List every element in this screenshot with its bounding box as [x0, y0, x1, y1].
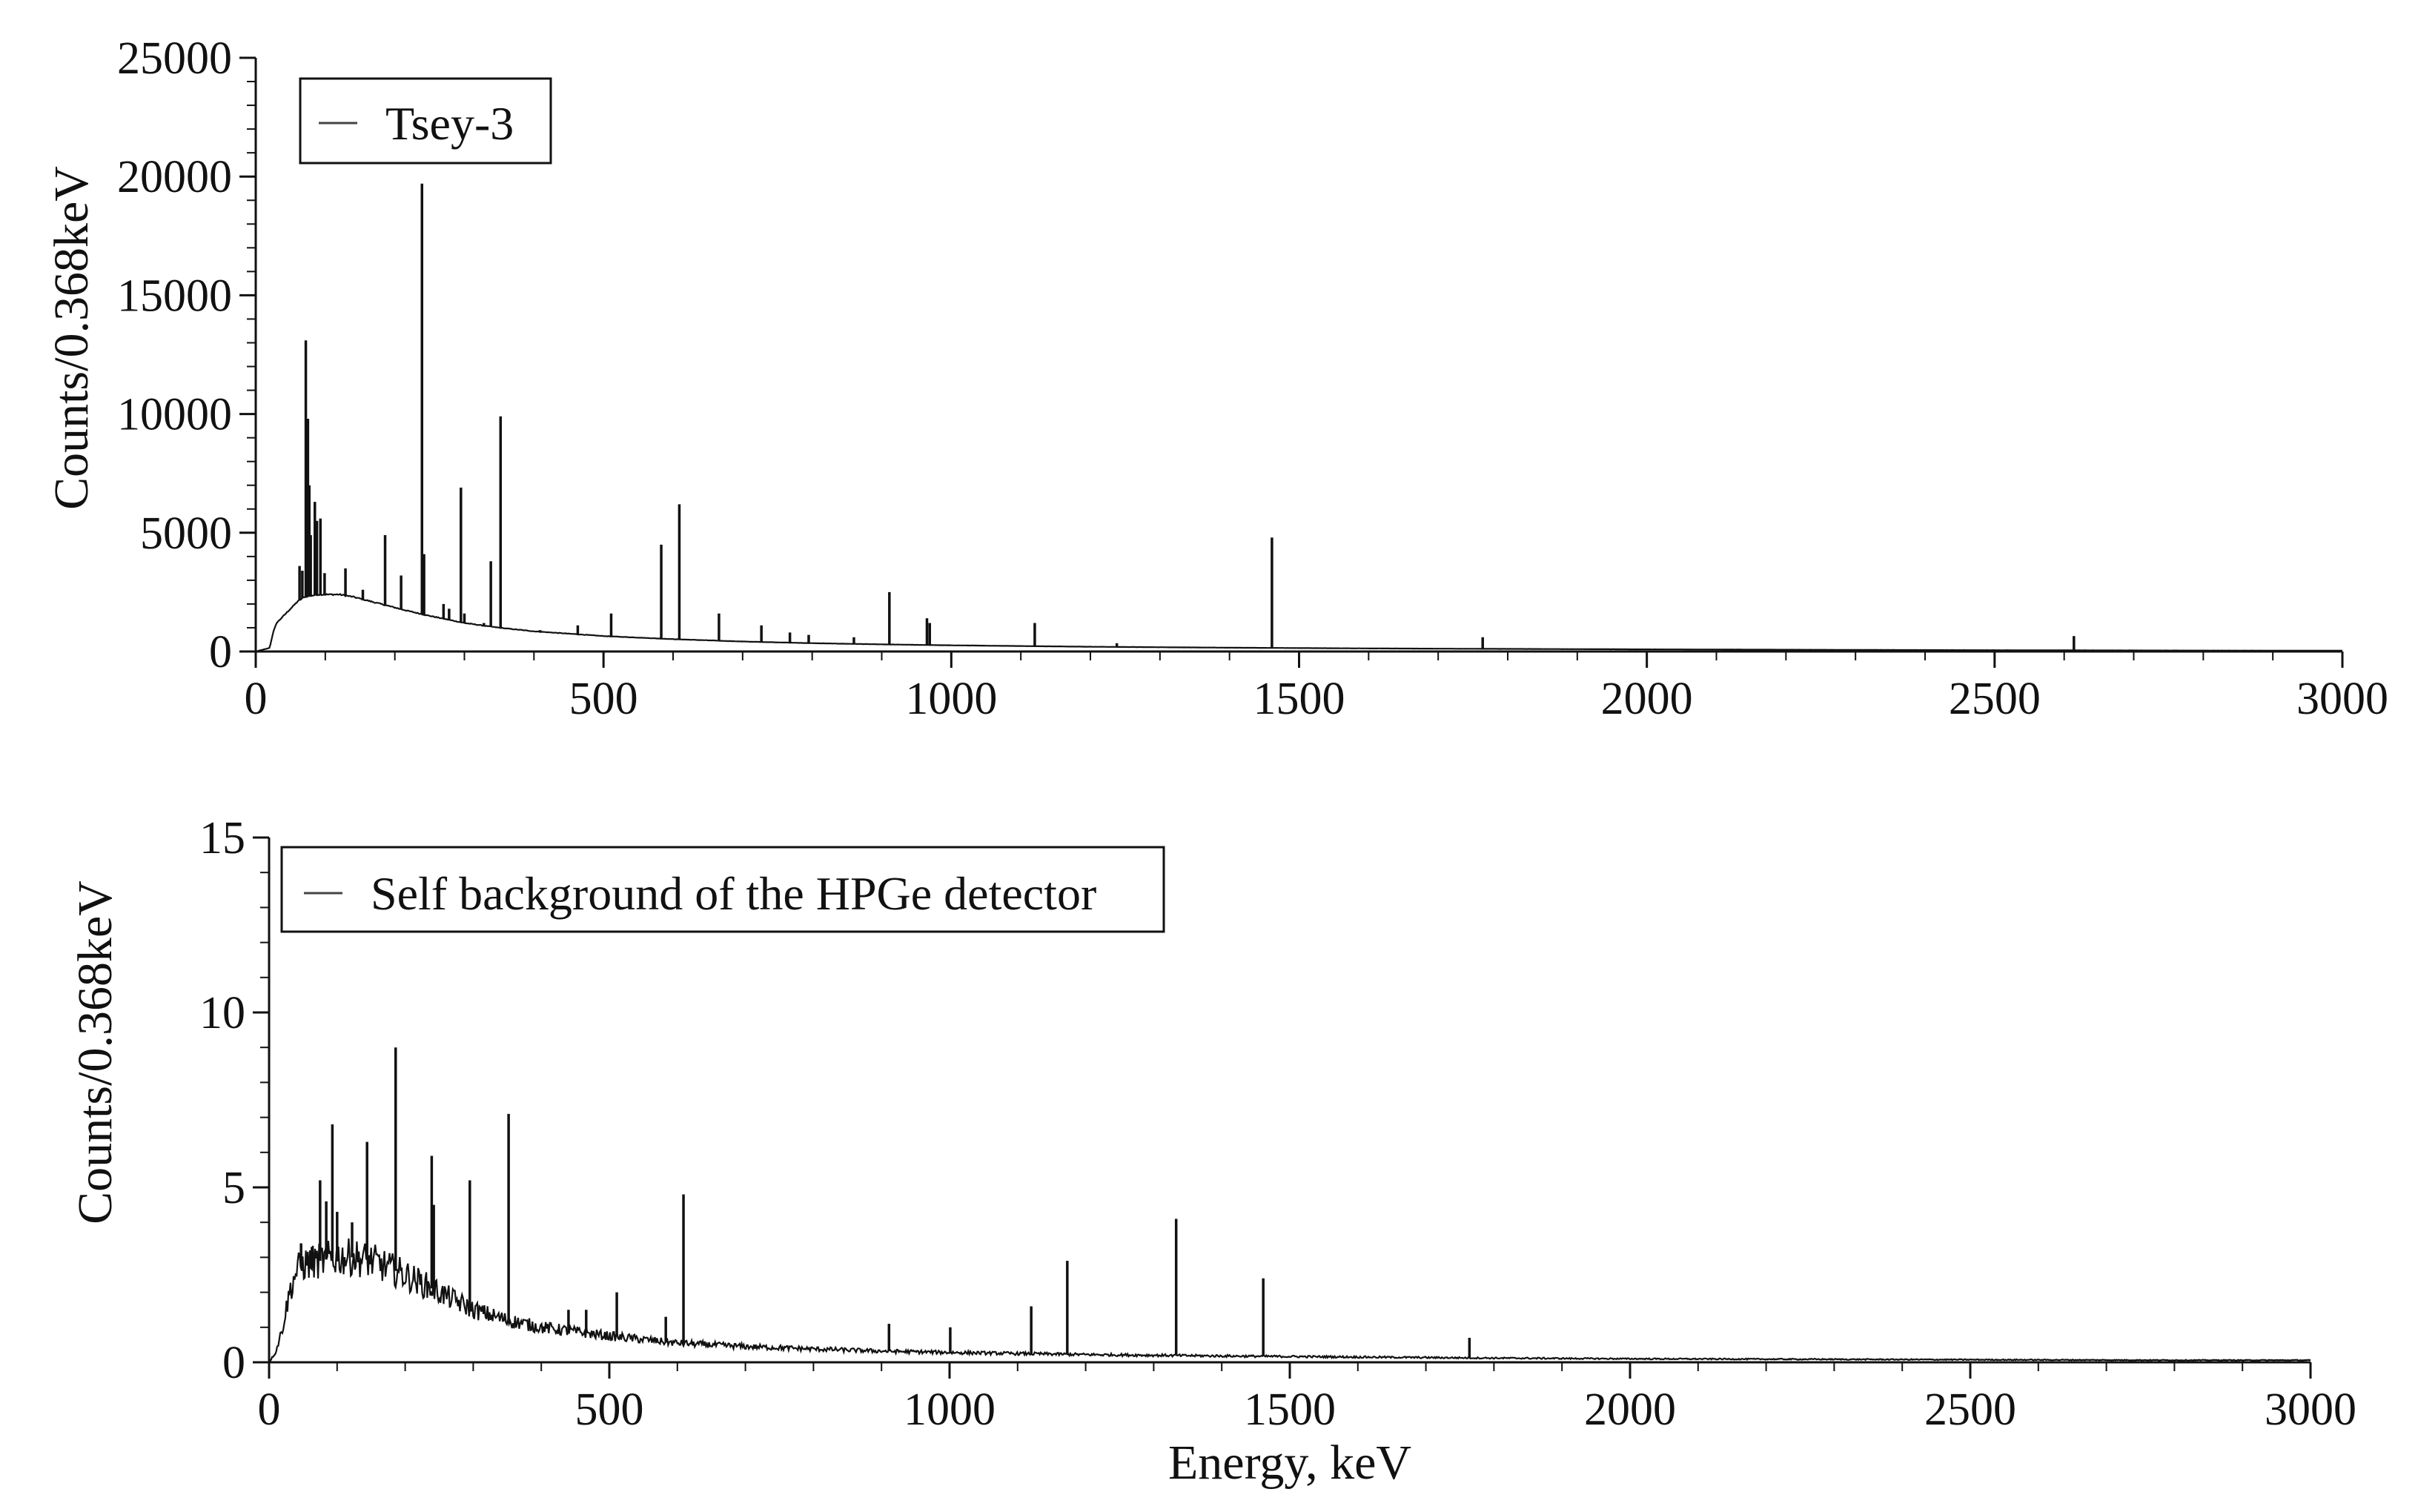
top-y-tick-label: 5000: [140, 508, 232, 559]
top-chart-panel: Counts/0.368keV 0 500 1000 1500 2000 2500 3000…: [44, 33, 2388, 724]
bottom-series-line: [268, 1238, 2311, 1363]
top-x-tick-label: 2000: [1601, 674, 1693, 724]
bottom-x-tick-label: 2500: [1924, 1385, 2016, 1435]
top-x-tick-label: 0: [245, 674, 268, 724]
bottom-x-tick-label: 1000: [904, 1385, 996, 1435]
bottom-y-tick-label: 10: [199, 988, 245, 1038]
bottom-x-tick-label: 0: [258, 1385, 281, 1435]
bottom-axes: [253, 836, 2312, 1379]
bottom-x-tick-label: 1500: [1244, 1385, 1336, 1435]
bottom-legend-label: Self background of the HPGe detector: [371, 867, 1096, 920]
top-y-tick-label: 20000: [117, 152, 232, 202]
top-tick-labels: 0 500 1000 1500 2000 2500 3000 0 5000 10000 15000 2…: [117, 33, 2388, 724]
bottom-legend: Self background of the HPGe detector: [280, 846, 1165, 933]
bottom-x-tick-label: 3000: [2265, 1385, 2356, 1435]
top-y-tick-label: 10000: [117, 390, 232, 440]
bottom-x-tick-label: 2000: [1584, 1385, 1676, 1435]
top-y-tick-label: 0: [209, 627, 232, 677]
top-x-tick-label: 1500: [1253, 674, 1345, 724]
top-y-tick-label: 15000: [117, 271, 232, 321]
top-y-tick-label: 25000: [117, 33, 232, 84]
bottom-series-group: [268, 1047, 2311, 1363]
bottom-x-axis-title: Energy, keV: [1168, 1436, 1411, 1490]
top-series-line: [255, 593, 2342, 653]
top-x-tick-label: 500: [569, 674, 638, 724]
top-series-group: [255, 183, 2342, 653]
top-x-tick-label: 3000: [2296, 674, 2388, 724]
bottom-y-tick-label: 0: [222, 1338, 245, 1388]
top-legend: Tsey-3: [299, 77, 552, 165]
bottom-legend-box: [280, 846, 1165, 933]
top-axes: [239, 56, 2344, 668]
top-x-tick-label: 2500: [1949, 674, 2041, 724]
top-y-axis-title: Counts/0.368keV: [44, 166, 99, 510]
bottom-y-axis-title: Counts/0.368keV: [68, 881, 122, 1224]
top-x-tick-label: 1000: [905, 674, 997, 724]
bottom-chart-panel: Counts/0.368keV Energy, keV 0 500 1000 1500…: [68, 813, 2356, 1490]
top-legend-box: [299, 77, 552, 165]
bottom-y-tick-label: 5: [222, 1163, 245, 1213]
bottom-x-tick-label: 500: [575, 1385, 644, 1435]
bottom-tick-labels: 0 500 1000 1500 2000 2500 3000 0 5 10 15: [199, 813, 2356, 1435]
top-legend-label: Tsey-3: [385, 97, 514, 150]
bottom-y-tick-label: 15: [199, 813, 245, 863]
